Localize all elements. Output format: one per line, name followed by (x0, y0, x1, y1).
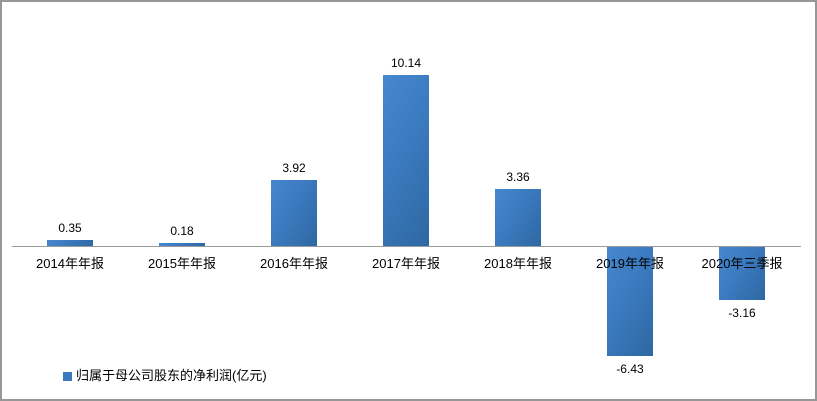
bar-2018年年报 (495, 189, 541, 246)
category-label-2019年年报: 2019年年报 (596, 256, 664, 271)
value-label-2020年三季报: -3.16 (728, 306, 756, 320)
category-label-2018年年报: 2018年年报 (484, 256, 552, 271)
category-label-2015年年报: 2015年年报 (148, 256, 216, 271)
value-label-2015年年报: 0.18 (170, 224, 194, 238)
legend-series-marker-icon (63, 371, 72, 381)
category-label-2016年年报: 2016年年报 (260, 256, 328, 271)
category-label-2020年三季报: 2020年三季报 (701, 256, 783, 271)
category-label-2014年年报: 2014年年报 (36, 256, 104, 271)
legend: 归属于母公司股东的净利润(亿元) (63, 368, 267, 384)
bar-2016年年报 (271, 180, 317, 246)
bar-2019年年报 (607, 247, 653, 356)
value-label-2017年年报: 10.14 (390, 56, 422, 70)
bar-2017年年报 (383, 75, 429, 246)
category-label-2017年年报: 2017年年报 (372, 256, 440, 271)
value-label-2019年年报: -6.43 (616, 362, 644, 376)
value-label-2018年年报: 3.36 (506, 170, 530, 184)
bar-2020年三季报 (719, 247, 765, 300)
value-label-2016年年报: 3.92 (282, 161, 306, 175)
value-label-2014年年报: 0.35 (58, 221, 82, 235)
bar-2014年年报 (47, 240, 93, 246)
legend-series-label: 归属于母公司股东的净利润(亿元) (76, 368, 267, 383)
x-axis-line (12, 246, 801, 247)
bar-2015年年报 (159, 243, 205, 246)
